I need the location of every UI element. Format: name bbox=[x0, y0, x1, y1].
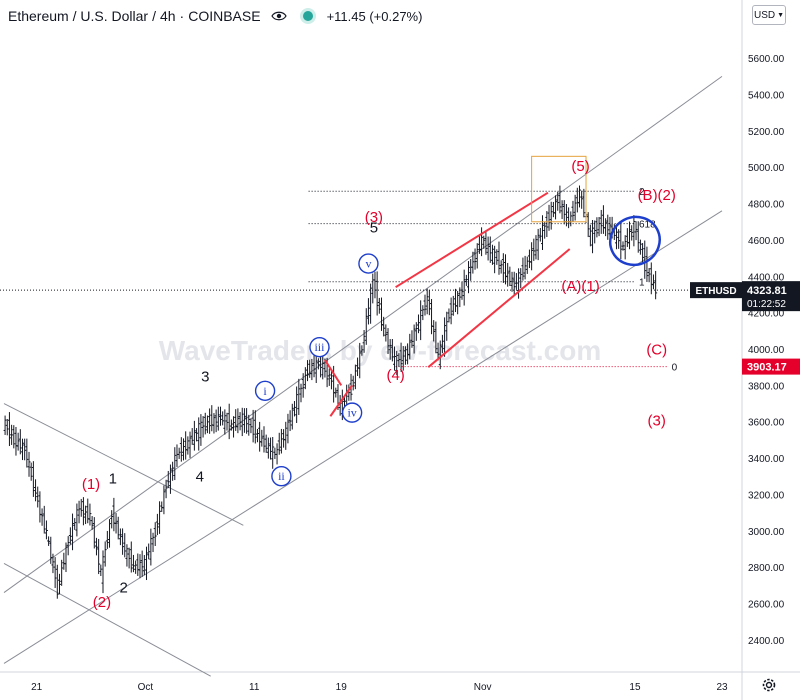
x-tick-label: 23 bbox=[716, 682, 728, 693]
x-tick-label: 15 bbox=[629, 682, 641, 693]
y-tick-label: 3600.00 bbox=[748, 418, 785, 429]
red-trend-line bbox=[395, 191, 549, 289]
wave-label: 1 bbox=[109, 471, 117, 488]
circled-wave-marker bbox=[271, 466, 292, 487]
fib-level-label: 1 bbox=[639, 278, 645, 289]
wave-label: (2) bbox=[93, 594, 111, 611]
y-tick-label: 4000.00 bbox=[748, 345, 785, 356]
x-tick-label: 11 bbox=[249, 682, 260, 693]
blue-ellipse-highlight bbox=[608, 215, 661, 267]
y-tick-label: 3400.00 bbox=[748, 454, 785, 465]
current-price-label: 4323.81 bbox=[747, 285, 787, 297]
wave-label: (3) bbox=[648, 412, 666, 429]
chart-header: Ethereum / U.S. Dollar / 4h · COINBASE +… bbox=[8, 8, 423, 24]
channel-line bbox=[3, 210, 723, 664]
fib-level-label: 0 bbox=[672, 363, 678, 374]
y-tick-label: 3200.00 bbox=[748, 490, 785, 501]
wave-label: (A)(1) bbox=[561, 278, 599, 295]
timeframe-label[interactable]: 4h bbox=[159, 8, 176, 24]
x-tick-label: Oct bbox=[138, 682, 154, 693]
red-trend-line bbox=[329, 384, 353, 417]
circled-wave-label: iv bbox=[347, 406, 356, 420]
y-tick-label: 4400.00 bbox=[748, 272, 785, 283]
circled-wave-label: ii bbox=[278, 469, 285, 483]
gear-icon[interactable] bbox=[760, 676, 778, 694]
y-tick-label: 2400.00 bbox=[748, 636, 785, 647]
y-tick-label: 5000.00 bbox=[748, 163, 785, 174]
y-tick-label: 2600.00 bbox=[748, 599, 785, 610]
countdown-label: 01:22:52 bbox=[747, 299, 786, 310]
currency-selector[interactable]: USD ▼ bbox=[752, 5, 786, 25]
y-tick-label: 2800.00 bbox=[748, 563, 785, 574]
circled-wave-label: i bbox=[263, 384, 267, 398]
symbol-label: ETHUSD bbox=[695, 286, 736, 297]
level-label-bg bbox=[742, 358, 800, 375]
red-trend-line bbox=[427, 248, 571, 368]
circled-wave-label: iii bbox=[314, 340, 325, 354]
y-tick-label: 4200.00 bbox=[748, 309, 785, 320]
symbol-label-bg bbox=[690, 282, 742, 299]
exchange-label: COINBASE bbox=[188, 8, 261, 24]
y-tick-label: 4800.00 bbox=[748, 200, 785, 211]
y-tick-label: 5200.00 bbox=[748, 127, 785, 138]
circled-wave-label: v bbox=[365, 257, 371, 271]
channel-line bbox=[3, 75, 723, 593]
circled-wave-marker bbox=[254, 380, 276, 402]
circled-wave-marker bbox=[358, 253, 379, 274]
y-tick-label: 5400.00 bbox=[748, 91, 785, 102]
pair-title: Ethereum / U.S. Dollar bbox=[8, 8, 149, 24]
wave-label: 2 bbox=[119, 580, 127, 597]
price-label-bg bbox=[742, 281, 800, 312]
wave-label: (5) bbox=[571, 158, 589, 175]
wave-label: (3) bbox=[365, 209, 383, 226]
chevron-down-icon: ▼ bbox=[777, 11, 785, 19]
circled-wave-marker bbox=[309, 336, 330, 358]
level-price-label: 3903.17 bbox=[747, 362, 787, 374]
wave-label: 4 bbox=[196, 469, 204, 486]
wave-label: 3 bbox=[201, 369, 209, 386]
status-dot-icon bbox=[302, 11, 313, 21]
old-channel-line bbox=[3, 563, 211, 677]
x-tick-label: 19 bbox=[336, 682, 348, 693]
y-tick-label: 3800.00 bbox=[748, 381, 785, 392]
wave-label: 5 bbox=[370, 220, 378, 237]
x-tick-label: Nov bbox=[474, 682, 492, 693]
currency-label: USD bbox=[753, 9, 776, 21]
price-change: +11.45 (+0.27%) bbox=[326, 8, 423, 24]
circled-wave-marker bbox=[341, 402, 363, 423]
watermark-text: WaveTraders by ew-forecast.com bbox=[159, 335, 601, 366]
y-tick-label: 4600.00 bbox=[748, 236, 785, 247]
y-tick-label: 3000.00 bbox=[748, 527, 785, 538]
wave-label: (4) bbox=[386, 367, 404, 384]
y-tick-label: 5600.00 bbox=[748, 54, 785, 65]
fib-level-label: 2 bbox=[639, 187, 645, 198]
wave-label: (C) bbox=[646, 341, 667, 358]
eye-icon[interactable] bbox=[270, 10, 287, 22]
old-channel-line bbox=[3, 403, 244, 526]
red-trend-line bbox=[324, 359, 343, 386]
wave-label: (B)(2) bbox=[638, 187, 676, 204]
orange-highlight-box bbox=[531, 155, 587, 223]
fib-level-label: 618 bbox=[639, 220, 656, 231]
wave-label: (1) bbox=[82, 476, 100, 493]
x-tick-label: 21 bbox=[31, 682, 43, 693]
